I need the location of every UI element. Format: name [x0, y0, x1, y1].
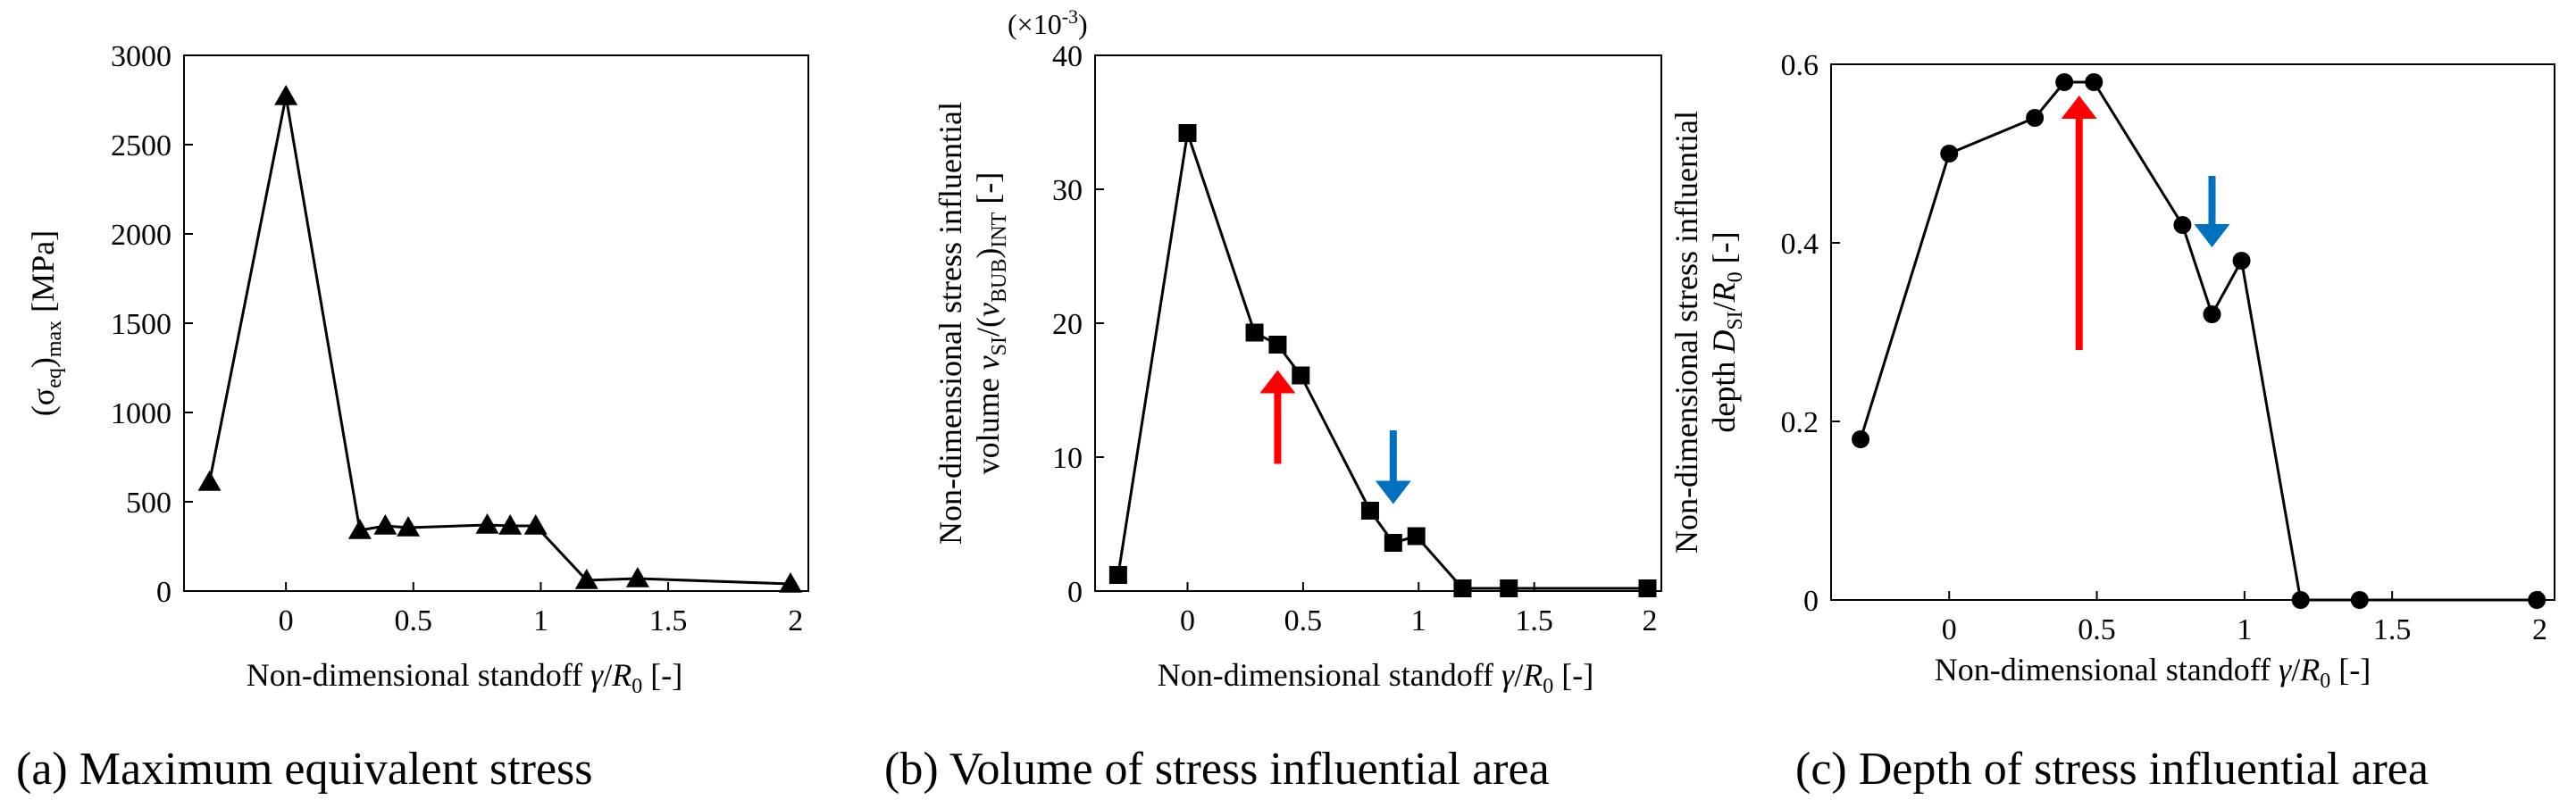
data-point	[347, 519, 372, 539]
data-point	[1940, 145, 1959, 162]
data-point	[2350, 591, 2369, 609]
series-line	[208, 96, 791, 586]
y-tick-label: 3000	[111, 40, 171, 73]
data-point	[2055, 73, 2074, 91]
y-tick-label: 2500	[111, 129, 171, 162]
plot-frame	[1830, 63, 2555, 601]
data-point	[523, 514, 548, 535]
y-tick-label: 1000	[111, 397, 171, 430]
scale-factor-label: (×10-3)	[1008, 5, 1088, 40]
y-tick-label: 0.4	[1781, 228, 1819, 261]
data-point	[2085, 73, 2103, 91]
x-tick-label: 1	[2237, 613, 2252, 646]
data-point	[1500, 579, 1518, 597]
y-tick-label: 0	[156, 576, 171, 609]
x-tick-label: 2	[2532, 613, 2547, 646]
x-axis-label: Non-dimensional standoff γ/R0 [-]	[247, 657, 682, 698]
y-axis-label-line2: depth DSI/R0 [-]	[1706, 231, 1747, 432]
x-axis-label: Non-dimensional standoff γ/R0 [-]	[1158, 657, 1593, 698]
red-arrow-shaft	[1274, 393, 1282, 464]
data-point	[1384, 534, 1402, 552]
x-tick-label: 0	[1180, 604, 1195, 637]
x-tick-label: 1	[533, 604, 548, 637]
y-tick-label: 0	[1067, 576, 1083, 609]
series-line	[1117, 132, 1648, 590]
data-point	[475, 513, 499, 534]
data-point	[397, 516, 421, 537]
data-point	[498, 514, 523, 535]
y-axis-label-line1: Non-dimensional stress influential	[1669, 111, 1704, 554]
y-tick-label: 40	[1052, 40, 1083, 73]
blue-arrow-head	[2194, 224, 2230, 247]
y-tick-label: 0.6	[1781, 49, 1819, 82]
y-tick-label: 500	[126, 487, 171, 520]
data-point	[779, 572, 803, 593]
x-tick-label: 1.5	[1515, 604, 1553, 637]
x-tick-label: 1.5	[649, 604, 688, 637]
x-tick-label: 2	[1643, 604, 1658, 637]
x-tick-label: 0	[1942, 613, 1957, 646]
data-point	[373, 514, 397, 535]
y-tick-label: 1500	[111, 308, 171, 341]
x-tick-label: 1	[1411, 604, 1426, 637]
y-tick-label: 2000	[111, 219, 171, 252]
series-line	[1859, 80, 2538, 602]
panel-caption: (a) Maximum equivalent stress	[16, 744, 593, 795]
blue-arrow-shaft	[2208, 176, 2216, 224]
data-point	[1852, 430, 1870, 448]
y-tick-label: 0.2	[1781, 406, 1819, 439]
y-tick-label: 30	[1052, 174, 1083, 207]
red-arrow-head	[2061, 96, 2097, 119]
x-tick-label: 0.5	[395, 604, 433, 637]
data-point	[1407, 527, 1426, 546]
data-point	[2173, 216, 2192, 234]
x-tick-label: 0.5	[1284, 604, 1323, 637]
panel-caption: (c) Depth of stress influential area	[1795, 744, 2429, 795]
data-point	[2026, 109, 2045, 127]
x-tick-label: 2	[788, 604, 803, 637]
data-point	[197, 471, 222, 491]
x-tick-label: 0.5	[2078, 613, 2116, 646]
red-arrow-head	[1259, 370, 1296, 394]
data-point	[1178, 124, 1197, 142]
data-point	[2232, 252, 2251, 270]
data-point	[1292, 366, 1310, 385]
data-point	[274, 85, 298, 105]
x-tick-label: 1.5	[2373, 613, 2412, 646]
y-tick-label: 10	[1052, 442, 1083, 475]
data-point	[2203, 305, 2221, 323]
data-point	[2291, 591, 2310, 609]
data-point	[1638, 579, 1657, 597]
data-point	[1108, 566, 1127, 584]
data-point	[2528, 591, 2547, 609]
chart-c: 0 0.5 1 1.5 2 0 0.2 0.4 0.6 Non-dimensional stand…	[1669, 49, 2555, 795]
data-point	[574, 569, 598, 589]
x-axis-label: Non-dimensional standoff γ/R0 [-]	[1935, 652, 2371, 693]
data-point	[1245, 323, 1264, 342]
red-arrow-shaft	[2075, 119, 2083, 350]
y-axis-label-line1: Non-dimensional stress influential	[933, 102, 968, 545]
y-axis-label: (σeq)max [MPa]	[25, 230, 66, 416]
x-tick-label: 0	[279, 604, 294, 637]
blue-arrow-shaft	[1389, 430, 1397, 481]
blue-arrow-head	[1375, 480, 1411, 504]
data-point	[625, 567, 649, 587]
data-point	[1360, 502, 1379, 520]
data-point	[1453, 579, 1472, 597]
data-point	[1268, 336, 1287, 354]
y-axis-label-line2: volume vSI/(vBUB)INT [-]	[970, 172, 1011, 475]
chart-a: 0 0.5 1 1.5 2 0 500 1000 1500 2000 2500 3000 Non-dim…	[16, 40, 809, 795]
y-tick-label: 20	[1052, 308, 1083, 341]
panel-caption: (b) Volume of stress influential area	[884, 744, 1550, 795]
y-tick-label: 0	[1803, 585, 1819, 618]
